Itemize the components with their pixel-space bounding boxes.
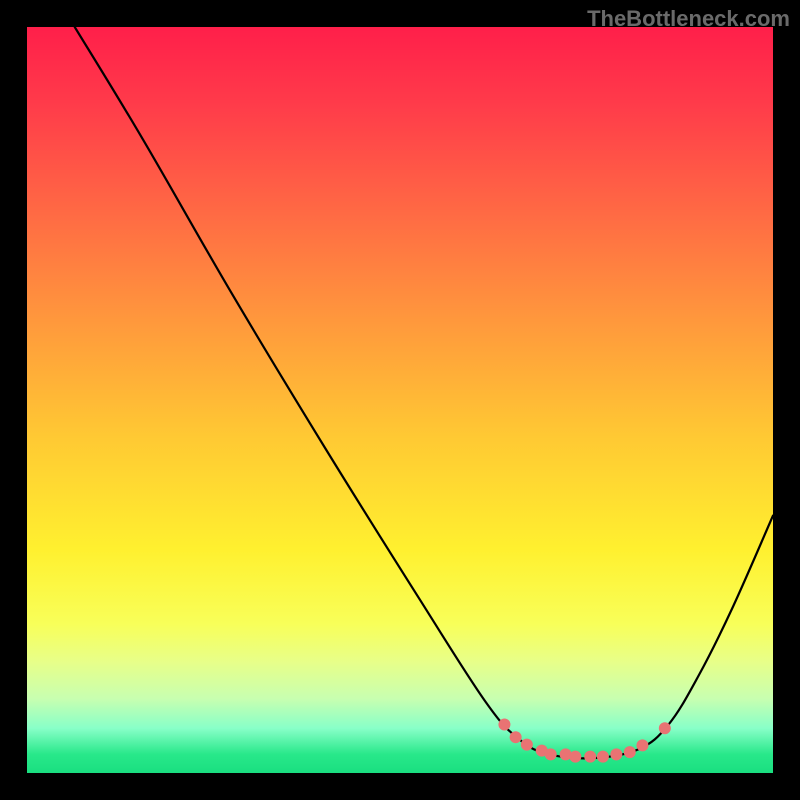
curve-marker	[584, 751, 596, 763]
curve-marker	[610, 748, 622, 760]
curve-marker	[521, 739, 533, 751]
curve-marker	[545, 748, 557, 760]
gradient-background	[27, 27, 773, 773]
chart-svg	[27, 27, 773, 773]
curve-marker	[624, 746, 636, 758]
curve-marker	[597, 751, 609, 763]
plot-area	[27, 27, 773, 773]
curve-marker	[659, 722, 671, 734]
curve-marker	[569, 751, 581, 763]
curve-marker	[636, 739, 648, 751]
chart-frame: TheBottleneck.com	[0, 0, 800, 800]
curve-marker	[498, 719, 510, 731]
curve-marker	[510, 731, 522, 743]
